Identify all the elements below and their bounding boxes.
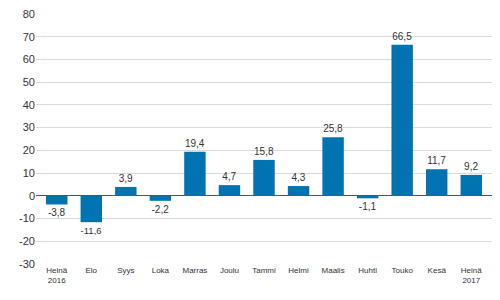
svg-text:19,4: 19,4: [185, 138, 205, 149]
svg-text:3,9: 3,9: [119, 173, 133, 184]
svg-text:-1,1: -1,1: [359, 201, 377, 212]
svg-text:4,7: 4,7: [222, 171, 236, 182]
svg-text:20: 20: [23, 144, 35, 156]
svg-text:-10: -10: [19, 212, 35, 224]
svg-text:Heinä2016: Heinä2016: [46, 266, 67, 285]
svg-text:60: 60: [23, 53, 35, 65]
svg-text:30: 30: [23, 121, 35, 133]
svg-text:Elo: Elo: [85, 266, 97, 275]
svg-text:-20: -20: [19, 235, 35, 247]
svg-text:Kesä: Kesä: [428, 266, 447, 275]
svg-text:11,7: 11,7: [427, 155, 446, 166]
svg-text:Touko: Touko: [392, 266, 414, 275]
svg-text:Marras: Marras: [182, 266, 207, 275]
svg-text:15,8: 15,8: [254, 146, 274, 157]
svg-text:9,2: 9,2: [464, 161, 478, 172]
svg-text:0: 0: [29, 190, 35, 202]
svg-text:Helmi: Helmi: [288, 266, 309, 275]
svg-text:25,8: 25,8: [323, 123, 343, 134]
svg-text:4,3: 4,3: [291, 172, 305, 183]
svg-text:Maalis: Maalis: [322, 266, 345, 275]
svg-text:70: 70: [23, 31, 35, 43]
svg-text:-11,6: -11,6: [81, 225, 102, 236]
svg-text:-2,2: -2,2: [152, 204, 170, 215]
svg-text:-30: -30: [19, 258, 35, 270]
svg-text:Heinä2017: Heinä2017: [461, 266, 482, 285]
svg-text:Syys: Syys: [117, 266, 134, 275]
svg-text:40: 40: [23, 99, 35, 111]
svg-text:66,5: 66,5: [392, 31, 412, 42]
svg-text:Huhti: Huhti: [358, 266, 377, 275]
svg-text:Joulu: Joulu: [220, 266, 239, 275]
svg-text:10: 10: [23, 167, 35, 179]
svg-text:Loka: Loka: [152, 266, 170, 275]
svg-text:50: 50: [23, 76, 35, 88]
svg-text:-3,8: -3,8: [48, 207, 66, 218]
svg-text:Tammi: Tammi: [252, 266, 276, 275]
svg-text:80: 80: [23, 8, 35, 20]
